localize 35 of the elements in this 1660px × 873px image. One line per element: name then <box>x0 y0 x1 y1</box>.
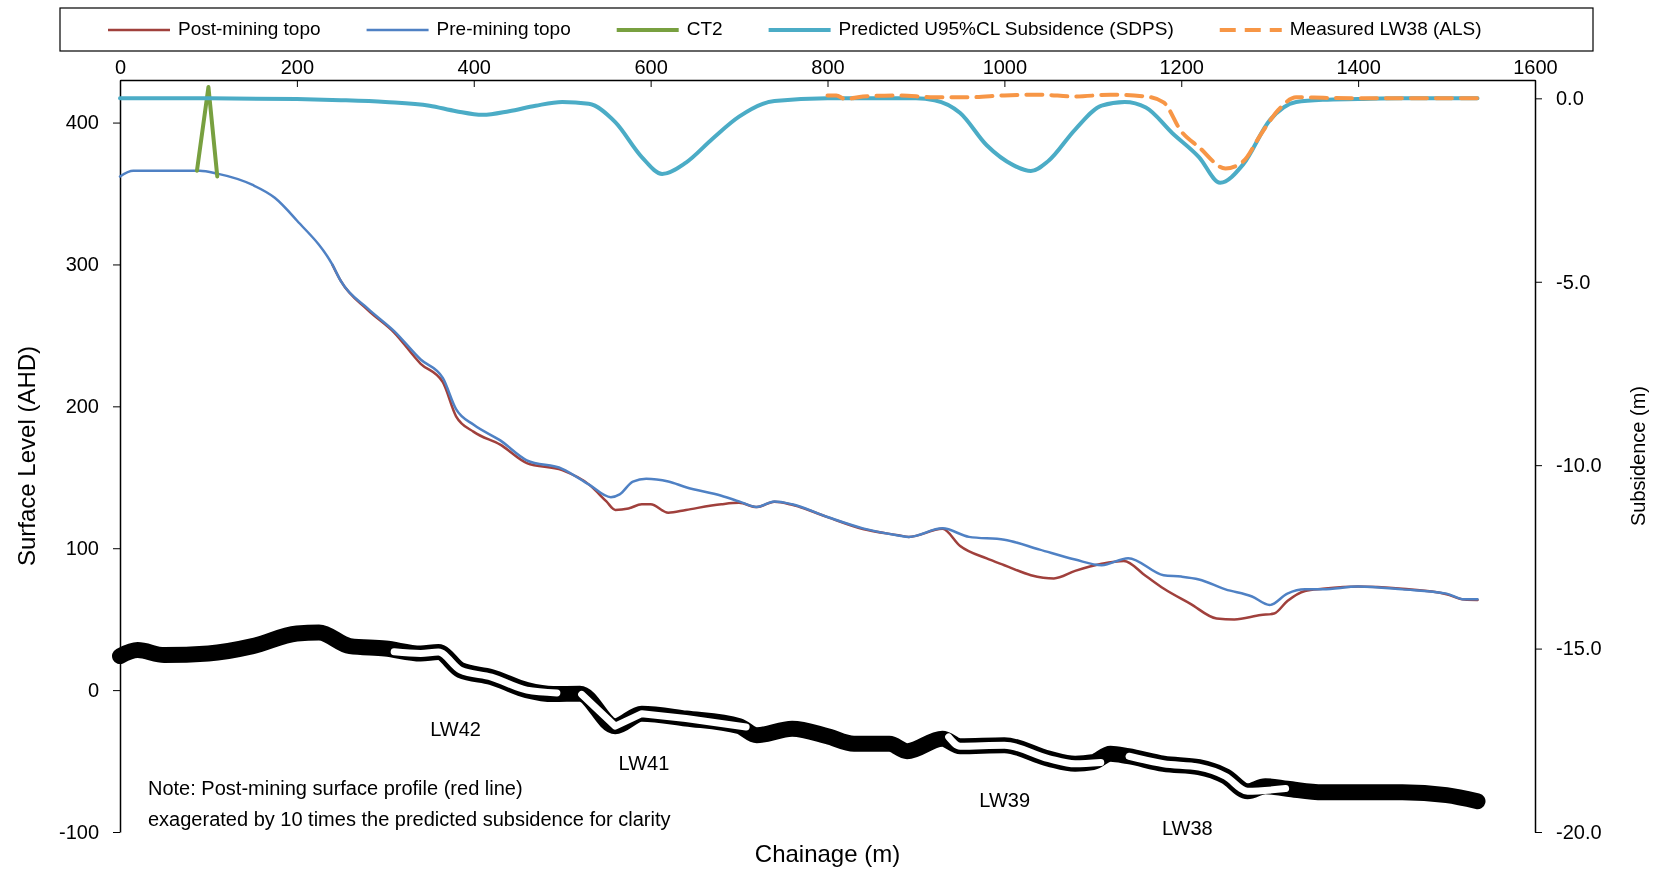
y-axis-title: Surface Level (AHD) <box>13 345 40 567</box>
y-tick-label: -100 <box>58 820 99 843</box>
annotation: LW42 <box>430 718 481 741</box>
y2-tick-label: -15.0 <box>1556 637 1602 660</box>
y2-tick-label: -10.0 <box>1556 454 1602 477</box>
line-series <box>118 169 1479 607</box>
x-tick-label: 400 <box>457 56 491 78</box>
y2-tick-label: 0.0 <box>1556 87 1584 110</box>
y2-axis-title: Subsidence (m) <box>1627 385 1649 527</box>
annotation: LW38 <box>1161 816 1213 839</box>
legend-label: CT2 <box>686 18 723 40</box>
x-tick-label: 200 <box>280 56 315 78</box>
annotation: Note: Post-mining surface profile (red line) exagerated by 10 times the predicted subsidence for clarity <box>148 777 671 830</box>
legend-label: Post-mining topo <box>178 18 321 40</box>
x-tick-label: 0 <box>114 56 127 78</box>
x-tick-label: 1400 <box>1336 56 1381 78</box>
y-tick-label: 0 <box>87 679 99 702</box>
y-tick-label: 100 <box>65 537 99 560</box>
legend-label: Pre-mining topo <box>436 18 571 40</box>
x-tick-label: 1600 <box>1513 56 1558 78</box>
x-tick-label: 1200 <box>1159 56 1204 78</box>
y-tick-label: 200 <box>65 395 99 418</box>
annotation: LW41 <box>618 752 670 775</box>
x-tick-label: 800 <box>811 56 845 78</box>
line-series <box>825 92 1480 171</box>
y-tick-label: 300 <box>65 253 99 276</box>
x-tick-label: 1000 <box>982 56 1028 78</box>
x-tick-label: 600 <box>634 56 668 78</box>
y2-tick-label: -20.0 <box>1556 820 1602 843</box>
x-axis-title: Chainage (m) <box>754 840 901 867</box>
annotation: LW39 <box>979 789 1031 812</box>
legend-label: Predicted U95%CL Subsidence (SDPS) <box>838 18 1174 40</box>
y-tick-label: 400 <box>65 111 99 134</box>
y2-tick-label: -5.0 <box>1556 270 1591 293</box>
legend-label: Measured LW38 (ALS) <box>1289 18 1482 40</box>
